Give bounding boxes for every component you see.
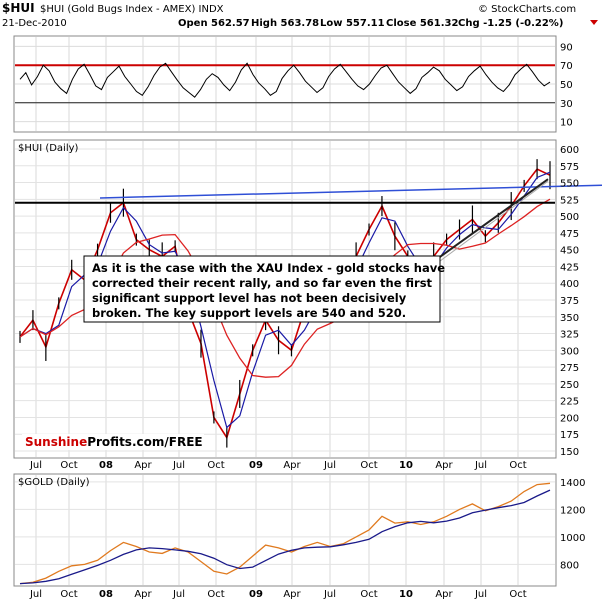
rsi-tick-label: 50 <box>560 80 573 91</box>
gold-xtick-label: Jul <box>474 589 487 600</box>
gold-xtick-label: Oct <box>509 589 526 600</box>
annotation-line: corrected their recent rally, and so far… <box>92 276 433 290</box>
rsi-tick-label: 90 <box>560 42 573 53</box>
rsi-tick-label: 70 <box>560 61 573 72</box>
symbol-title: $HUI <box>2 1 35 15</box>
gold-xtick-label: Jul <box>323 589 336 600</box>
gold-xtick-label: 08 <box>99 589 113 600</box>
price-tick-label: 225 <box>560 397 579 408</box>
grid-layer <box>15 37 555 585</box>
gold-panel-frame <box>13 473 557 587</box>
price-tick-label: 400 <box>560 279 579 290</box>
price-tick-label: 250 <box>560 380 579 391</box>
gold-xtick-label: 09 <box>249 589 263 600</box>
price-tick-label: 450 <box>560 246 579 257</box>
price-xtick-label: Oct <box>207 460 224 471</box>
gold-line <box>19 482 551 585</box>
gold-tick-label: 800 <box>560 560 579 571</box>
annotation-line: significant support level has not been d… <box>92 291 407 305</box>
gold-tick-label: 1400 <box>560 478 585 489</box>
price-xtick-label: 10 <box>399 460 413 471</box>
price-line <box>19 168 551 440</box>
gold-layer <box>19 482 551 585</box>
gold-xtick-label: Apr <box>134 589 152 600</box>
quote-open: Open 562.57 <box>178 18 250 29</box>
price-tick-label: 550 <box>560 179 579 190</box>
gold-panel-label: $GOLD (Daily) <box>18 477 90 488</box>
price-xtick-label: Jul <box>474 460 487 471</box>
price-xtick-label: 08 <box>99 460 113 471</box>
rsi-line <box>19 62 551 98</box>
gold-xtick-label: Jul <box>29 589 42 600</box>
price-tick-label: 175 <box>560 430 579 441</box>
gold-xtick-label: Oct <box>207 589 224 600</box>
quote-low: Low 557.11 <box>320 18 385 29</box>
brand: SunshineProfits.com/FREE <box>22 434 204 450</box>
gold-xtick-label: Jul <box>172 589 185 600</box>
price-xtick-label: Jul <box>29 460 42 471</box>
price-tick-label: 325 <box>560 330 579 341</box>
chart-subtitle: $HUI (Gold Bugs Index - AMEX) INDX <box>40 4 224 15</box>
header: $HUI $HUI (Gold Bugs Index - AMEX) INDX … <box>2 1 598 29</box>
ticks-layer: 10 30 50 70 90 150 175 200 225 250 275 300 325 350 375… <box>29 42 585 600</box>
price-tick-label: 475 <box>560 229 579 240</box>
chg-down-arrow-icon <box>590 20 598 25</box>
price-xtick-label: Apr <box>435 460 453 471</box>
quote-high: High 563.78 <box>251 18 319 29</box>
price-xtick-label: Jul <box>323 460 336 471</box>
price-xtick-label: Apr <box>134 460 152 471</box>
brand-part2: Profits.com/FREE <box>87 435 202 449</box>
rsi-tick-label: 30 <box>560 99 573 110</box>
rsi-tick-label: 10 <box>560 118 573 129</box>
price-tick-label: 500 <box>560 212 579 223</box>
price-tick-label: 425 <box>560 262 579 273</box>
gold-xtick-label: Apr <box>283 589 301 600</box>
price-layer <box>15 159 602 448</box>
price-xtick-label: Oct <box>509 460 526 471</box>
price-tick-label: 375 <box>560 296 579 307</box>
price-tick-label: 300 <box>560 346 579 357</box>
brand-part1: Sunshine <box>25 435 87 449</box>
brand-text: SunshineProfits.com/FREE <box>25 435 203 449</box>
gold-xtick-label: Oct <box>60 589 77 600</box>
trend-line-blue <box>99 184 602 199</box>
price-tick-label: 350 <box>560 313 579 324</box>
price-tick-label: 525 <box>560 195 579 206</box>
watermark: © StockCharts.com <box>478 4 576 15</box>
annotation-line: broken. The key support levels are 540 a… <box>92 306 406 320</box>
gold-ma-line <box>19 489 551 585</box>
price-xtick-label: Oct <box>60 460 77 471</box>
price-tick-label: 600 <box>560 145 579 156</box>
quote-chg: Chg -1.25 (-0.22%) <box>458 18 563 29</box>
date-label: 21-Dec-2010 <box>2 18 67 29</box>
annotation-line: As it is the case with the XAU Index - g… <box>92 261 445 275</box>
rsi-layer <box>15 62 555 104</box>
annotation: As it is the case with the XAU Index - g… <box>83 255 445 323</box>
quote-close: Close 561.32 <box>386 18 458 29</box>
price-xtick-label: 09 <box>249 460 263 471</box>
gold-tick-label: 1200 <box>560 505 585 516</box>
annotation-text: As it is the case with the XAU Index - g… <box>92 261 445 320</box>
price-tick-label: 275 <box>560 363 579 374</box>
gold-xtick-label: 10 <box>399 589 413 600</box>
brand-box <box>22 434 204 450</box>
price-xtick-label: Jul <box>172 460 185 471</box>
gold-xtick-label: Oct <box>360 589 377 600</box>
gold-xtick-label: Apr <box>435 589 453 600</box>
price-tick-label: 200 <box>560 413 579 424</box>
ma-fast-line <box>19 171 551 429</box>
price-tick-label: 150 <box>560 447 579 458</box>
gold-tick-label: 1000 <box>560 533 585 544</box>
price-tick-label: 575 <box>560 162 579 173</box>
price-xtick-label: Oct <box>360 460 377 471</box>
annotation-box <box>83 255 441 323</box>
price-xtick-label: Apr <box>283 460 301 471</box>
price-panel-label: $HUI (Daily) <box>18 143 79 154</box>
